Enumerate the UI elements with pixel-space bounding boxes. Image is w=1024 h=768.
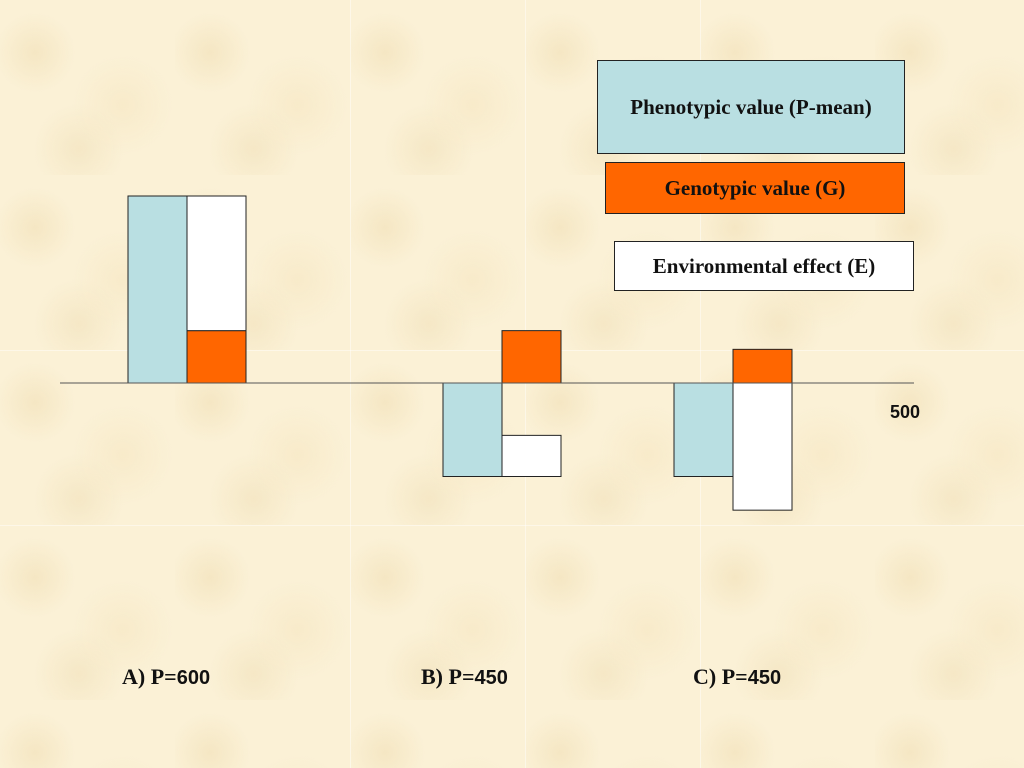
category-label-a: A) P=600	[122, 664, 211, 689]
phenotypic-bar-0	[127, 195, 188, 384]
genotypic-bar-0	[186, 330, 247, 384]
environmental-bar-2	[732, 382, 793, 511]
environmental-bar-0	[186, 195, 247, 332]
genotypic-bar-1	[501, 330, 562, 384]
phenotypic-bar-1	[442, 382, 503, 477]
category-label-c: C) P=450	[693, 664, 782, 689]
legend-phenotypic: Phenotypic value (P-mean)	[597, 60, 905, 154]
environmental-bar-1	[501, 434, 562, 477]
genotypic-bar-2	[732, 348, 793, 384]
reference-value-label: 500	[890, 402, 921, 422]
phenotypic-bar-2	[673, 382, 734, 477]
legend-environmental-label: Environmental effect (E)	[652, 253, 876, 278]
legend-phenotypic-label: Phenotypic value (P-mean)	[630, 94, 872, 119]
legend-genotypic: Genotypic value (G)	[605, 162, 905, 214]
category-label-b: B) P=450	[421, 664, 508, 689]
legend-genotypic-label: Genotypic value (G)	[664, 175, 846, 200]
legend-environmental: Environmental effect (E)	[614, 241, 914, 291]
